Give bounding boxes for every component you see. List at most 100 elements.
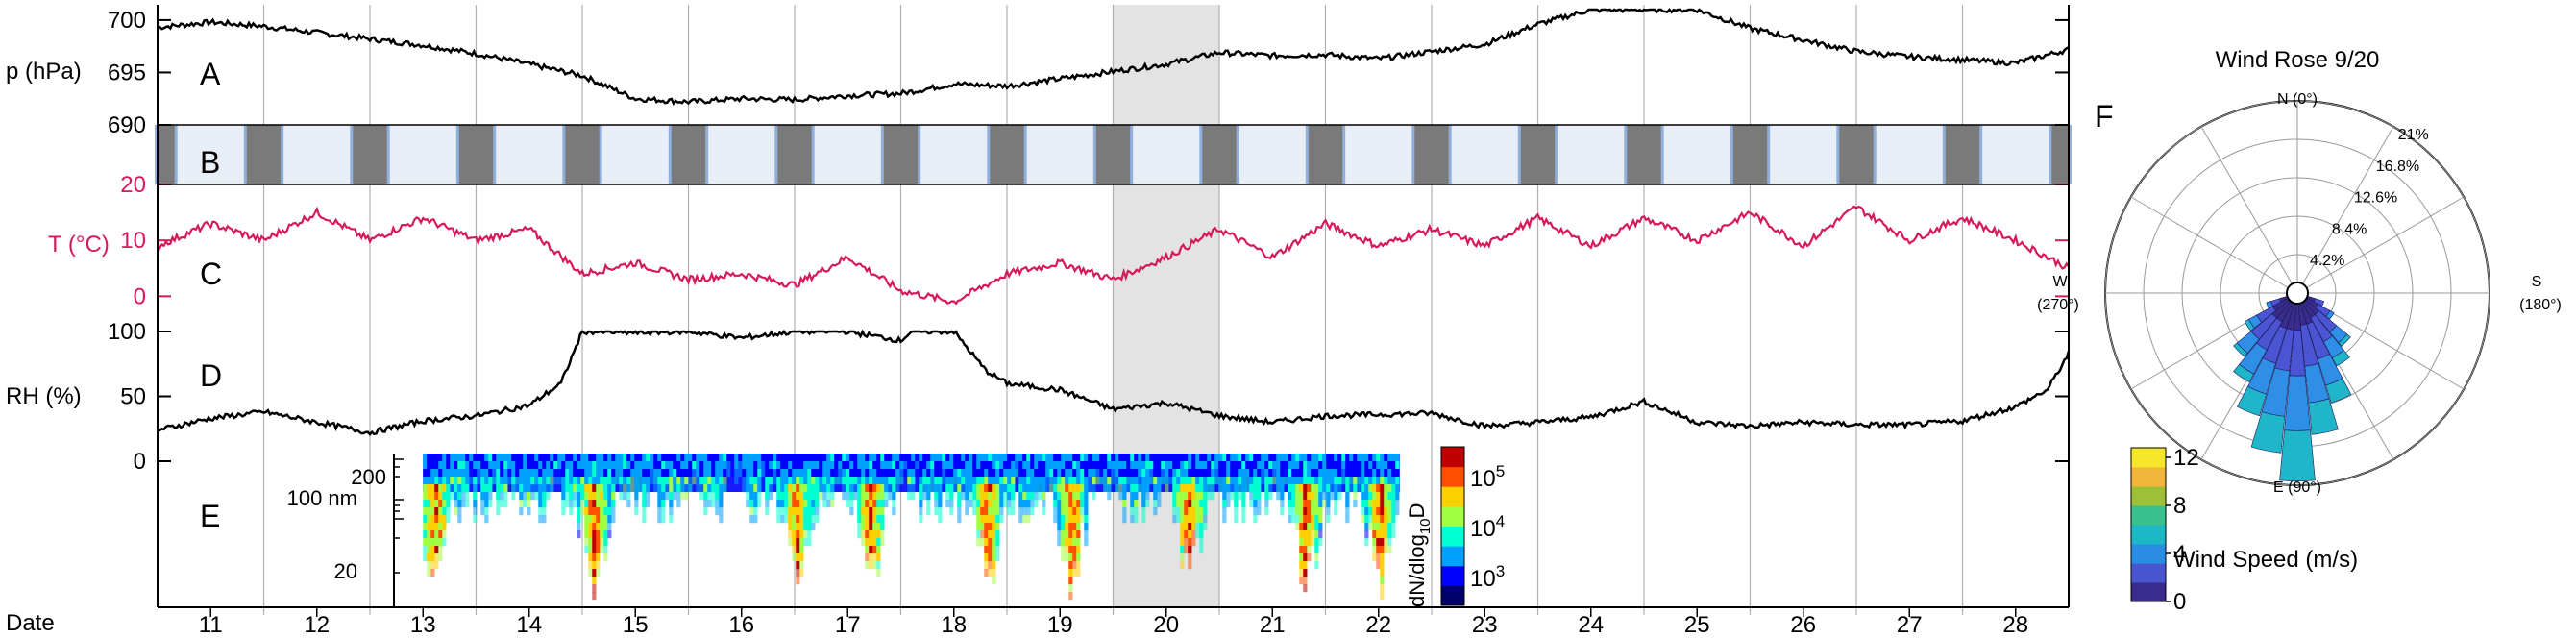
size-dist-cell bbox=[584, 469, 589, 478]
size-dist-cell bbox=[999, 477, 1004, 485]
size-dist-cell bbox=[584, 515, 589, 524]
size-dist-cell bbox=[1088, 454, 1092, 462]
size-dist-cell bbox=[473, 477, 478, 485]
size-dist-cell bbox=[853, 454, 858, 462]
wind-rose-title: Wind Rose 9/20 bbox=[2216, 47, 2380, 73]
size-dist-cell bbox=[1303, 484, 1308, 493]
size-dist-cell bbox=[1126, 477, 1131, 485]
size-dist-cell bbox=[1207, 492, 1212, 501]
size-dist-cell bbox=[1376, 454, 1381, 462]
size-dist-cell bbox=[880, 484, 885, 493]
size-dist-cell bbox=[796, 569, 800, 577]
size-dist-cell bbox=[1226, 461, 1231, 470]
size-dist-cell bbox=[769, 461, 773, 470]
size-dist-cell bbox=[546, 477, 551, 485]
size-dist-cell bbox=[634, 477, 639, 485]
size-dist-cell bbox=[596, 461, 601, 470]
size-dist-cell bbox=[1180, 507, 1185, 516]
size-dist-cell bbox=[669, 507, 674, 516]
size-dist-cell bbox=[784, 469, 789, 478]
size-dist-cell bbox=[934, 469, 939, 478]
size-dist-cell bbox=[869, 561, 873, 570]
size-dist-cell bbox=[992, 461, 996, 470]
size-dist-cell bbox=[592, 469, 597, 478]
size-dist-cell bbox=[1387, 477, 1392, 485]
size-dist-cell bbox=[1157, 500, 1162, 508]
size-dist-cell bbox=[765, 484, 770, 493]
size-dist-cell bbox=[726, 469, 731, 478]
size-dist-cell bbox=[1203, 492, 1208, 501]
size-dist-cell bbox=[1149, 461, 1154, 470]
size-dist-cell bbox=[1018, 477, 1023, 485]
size-dist-cell bbox=[454, 500, 458, 508]
size-dist-cell bbox=[753, 507, 758, 516]
size-dist-cell bbox=[538, 469, 543, 478]
size-dist-cell bbox=[1326, 515, 1331, 524]
night-band bbox=[458, 125, 494, 184]
size-dist-cell bbox=[861, 469, 866, 478]
size-dist-cell bbox=[815, 484, 820, 493]
size-dist-cell bbox=[830, 477, 835, 485]
size-dist-cell bbox=[1115, 461, 1119, 470]
size-dist-cell bbox=[1218, 477, 1223, 485]
size-dist-cell bbox=[707, 500, 712, 508]
size-dist-cell bbox=[846, 461, 850, 470]
size-dist-cell bbox=[803, 538, 808, 547]
temperature-tick-label: 10 bbox=[120, 228, 146, 254]
size-dist-cell bbox=[915, 461, 920, 470]
size-dist-cell bbox=[592, 561, 597, 570]
size-dist-cell bbox=[707, 492, 712, 501]
size-dist-cell bbox=[577, 461, 581, 470]
wind-colorbar-tick-label: 4 bbox=[2173, 541, 2186, 567]
x-tick-label: 25 bbox=[1684, 612, 1710, 638]
x-tick-label: 20 bbox=[1153, 612, 1179, 638]
size-dist-cell bbox=[995, 523, 1000, 531]
size-dist-cell bbox=[430, 507, 435, 516]
size-dist-cell bbox=[696, 461, 700, 470]
size-dist-cell bbox=[553, 477, 558, 485]
size-dist-cell bbox=[569, 507, 574, 516]
size-dist-cell bbox=[1065, 530, 1069, 539]
size-dist-cell bbox=[500, 484, 504, 493]
size-dist-cell bbox=[588, 553, 593, 562]
size-dist-cell bbox=[603, 538, 608, 547]
size-dist-cell bbox=[984, 515, 989, 524]
size-dist-cell bbox=[719, 484, 724, 493]
size-dist-cell bbox=[1068, 454, 1073, 462]
size-dist-cell bbox=[880, 454, 885, 462]
size-dist-cell bbox=[1226, 484, 1231, 493]
size-dist-cell bbox=[553, 454, 558, 462]
size-dist-cell bbox=[569, 484, 574, 493]
size-dist-cell bbox=[880, 469, 885, 478]
size-dist-cell bbox=[1168, 454, 1173, 462]
size-dist-cell bbox=[807, 492, 812, 501]
size-dist-cell bbox=[446, 484, 451, 493]
size-dist-cell bbox=[638, 461, 643, 470]
size-dist-cell bbox=[1314, 477, 1319, 485]
size-dist-cell bbox=[842, 492, 846, 501]
size-dist-cell bbox=[615, 454, 620, 462]
size-dist-cell bbox=[1318, 507, 1323, 516]
night-band bbox=[565, 125, 600, 184]
size-dist-cell bbox=[988, 546, 993, 554]
size-dist-cell bbox=[573, 461, 577, 470]
size-dist-cell bbox=[903, 461, 908, 470]
size-dist-cell bbox=[634, 507, 639, 516]
size-dist-cell bbox=[1003, 461, 1008, 470]
size-dist-cell bbox=[1372, 492, 1377, 501]
size-dist-cell bbox=[1030, 477, 1035, 485]
size-dist-cell bbox=[1249, 461, 1254, 470]
size-dist-cell bbox=[650, 477, 654, 485]
size-dist-cell bbox=[546, 454, 551, 462]
size-dist-cell bbox=[450, 484, 454, 493]
size-dist-cell bbox=[849, 507, 854, 516]
size-dist-cell bbox=[703, 469, 708, 478]
size-dist-cell bbox=[1372, 454, 1377, 462]
size-dist-cell bbox=[869, 500, 873, 508]
size-dist-cell bbox=[869, 523, 873, 531]
wind-colorbar-tick-label: 8 bbox=[2173, 493, 2186, 519]
size-dist-cell bbox=[1057, 507, 1062, 516]
size-dist-cell bbox=[1026, 484, 1031, 493]
size-dist-cell bbox=[1368, 515, 1373, 524]
